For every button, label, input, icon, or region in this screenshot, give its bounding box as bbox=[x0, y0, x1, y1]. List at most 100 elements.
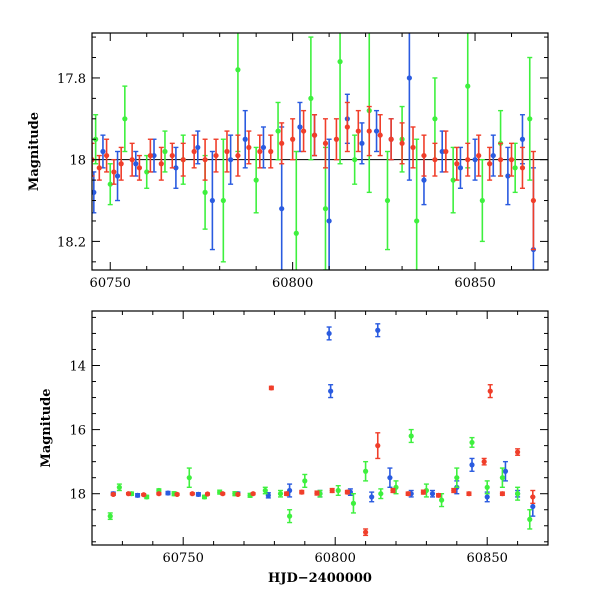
data-point bbox=[410, 144, 416, 151]
data-point bbox=[497, 157, 504, 163]
data-point bbox=[512, 165, 518, 171]
data-point bbox=[420, 489, 426, 495]
data-point bbox=[369, 494, 375, 500]
data-point bbox=[118, 161, 124, 167]
x-axis-title: HJD−2400000 bbox=[268, 571, 372, 586]
data-point bbox=[253, 177, 259, 183]
data-point bbox=[421, 152, 427, 159]
data-point bbox=[133, 161, 139, 167]
data-point bbox=[344, 489, 350, 495]
data-point bbox=[116, 484, 122, 490]
data-point bbox=[92, 189, 97, 195]
data-point bbox=[235, 67, 241, 73]
data-point bbox=[191, 148, 197, 155]
x-tick-label: 60850 bbox=[467, 551, 508, 566]
data-point bbox=[337, 59, 343, 65]
data-point bbox=[481, 459, 487, 465]
data-point bbox=[329, 487, 335, 494]
data-point bbox=[299, 489, 305, 495]
data-point bbox=[308, 95, 314, 101]
data-point bbox=[224, 148, 230, 155]
data-point bbox=[165, 490, 171, 496]
data-point bbox=[169, 152, 175, 159]
data-point bbox=[209, 197, 215, 204]
data-point bbox=[195, 144, 201, 151]
data-point bbox=[399, 140, 405, 146]
data-point bbox=[499, 475, 505, 481]
data-point bbox=[484, 484, 490, 490]
data-point bbox=[111, 169, 117, 175]
y-tick-label: 18 bbox=[69, 488, 86, 503]
axes-frame bbox=[91, 310, 549, 546]
data-point bbox=[156, 491, 162, 497]
data-point bbox=[450, 177, 456, 183]
data-point bbox=[297, 124, 303, 130]
data-point bbox=[186, 475, 192, 481]
data-point bbox=[363, 529, 369, 535]
data-point bbox=[435, 492, 442, 498]
data-point bbox=[530, 197, 537, 204]
data-point bbox=[387, 475, 393, 481]
data-point bbox=[505, 173, 511, 179]
data-point bbox=[250, 491, 256, 497]
data-point bbox=[377, 132, 383, 138]
data-point bbox=[406, 75, 412, 81]
data-point bbox=[373, 128, 380, 134]
data-point bbox=[189, 491, 195, 497]
data-point bbox=[487, 161, 493, 167]
data-point bbox=[443, 148, 449, 155]
data-point bbox=[110, 491, 116, 497]
data-point bbox=[490, 152, 496, 159]
data-point bbox=[530, 503, 536, 510]
data-point bbox=[275, 128, 281, 134]
axes-frame bbox=[91, 32, 549, 271]
data-point bbox=[479, 197, 485, 204]
data-point bbox=[202, 189, 208, 195]
y-tick-label: 18.2 bbox=[57, 235, 86, 250]
data-point bbox=[384, 197, 391, 204]
data-point bbox=[350, 500, 357, 506]
top-panel: 60750 60800 60850 17.8 18 18.2 Magnitude bbox=[27, 32, 549, 291]
data-point bbox=[527, 516, 533, 522]
data-point bbox=[235, 152, 241, 159]
x-tick-label: 60800 bbox=[272, 276, 313, 291]
data-point bbox=[202, 157, 208, 163]
data-point bbox=[314, 490, 320, 496]
data-point bbox=[268, 385, 274, 391]
data-point bbox=[335, 487, 341, 494]
data-point bbox=[454, 475, 460, 481]
data-point bbox=[180, 157, 186, 163]
data-point bbox=[515, 491, 521, 497]
data-point bbox=[466, 491, 472, 497]
data-point bbox=[326, 330, 332, 337]
plot-area bbox=[107, 323, 536, 537]
data-point bbox=[432, 157, 438, 163]
y-axis-title: Magnitude bbox=[27, 112, 42, 191]
data-point bbox=[311, 132, 318, 138]
data-point bbox=[469, 439, 475, 446]
data-point bbox=[515, 449, 521, 455]
bottom-panel: 60750 60800 60850 14 16 18 Magnitude HJD−240000… bbox=[39, 310, 549, 586]
x-tick-label: 60750 bbox=[163, 551, 204, 566]
data-point bbox=[213, 152, 219, 159]
data-point bbox=[268, 148, 274, 155]
data-point bbox=[293, 230, 299, 236]
data-point bbox=[328, 388, 334, 394]
data-point bbox=[141, 492, 147, 498]
data-point bbox=[432, 116, 438, 122]
data-point bbox=[260, 144, 267, 151]
data-point bbox=[195, 491, 201, 497]
x-tick-label: 60750 bbox=[90, 276, 131, 291]
data-point bbox=[499, 491, 505, 497]
data-point bbox=[405, 491, 411, 497]
data-point bbox=[363, 468, 369, 474]
data-point bbox=[135, 492, 141, 498]
data-point bbox=[476, 152, 482, 159]
data-point bbox=[125, 491, 132, 497]
data-point bbox=[454, 161, 460, 167]
data-point bbox=[129, 157, 135, 163]
data-point bbox=[472, 157, 478, 163]
data-point bbox=[366, 128, 372, 134]
series-0 bbox=[110, 323, 536, 517]
